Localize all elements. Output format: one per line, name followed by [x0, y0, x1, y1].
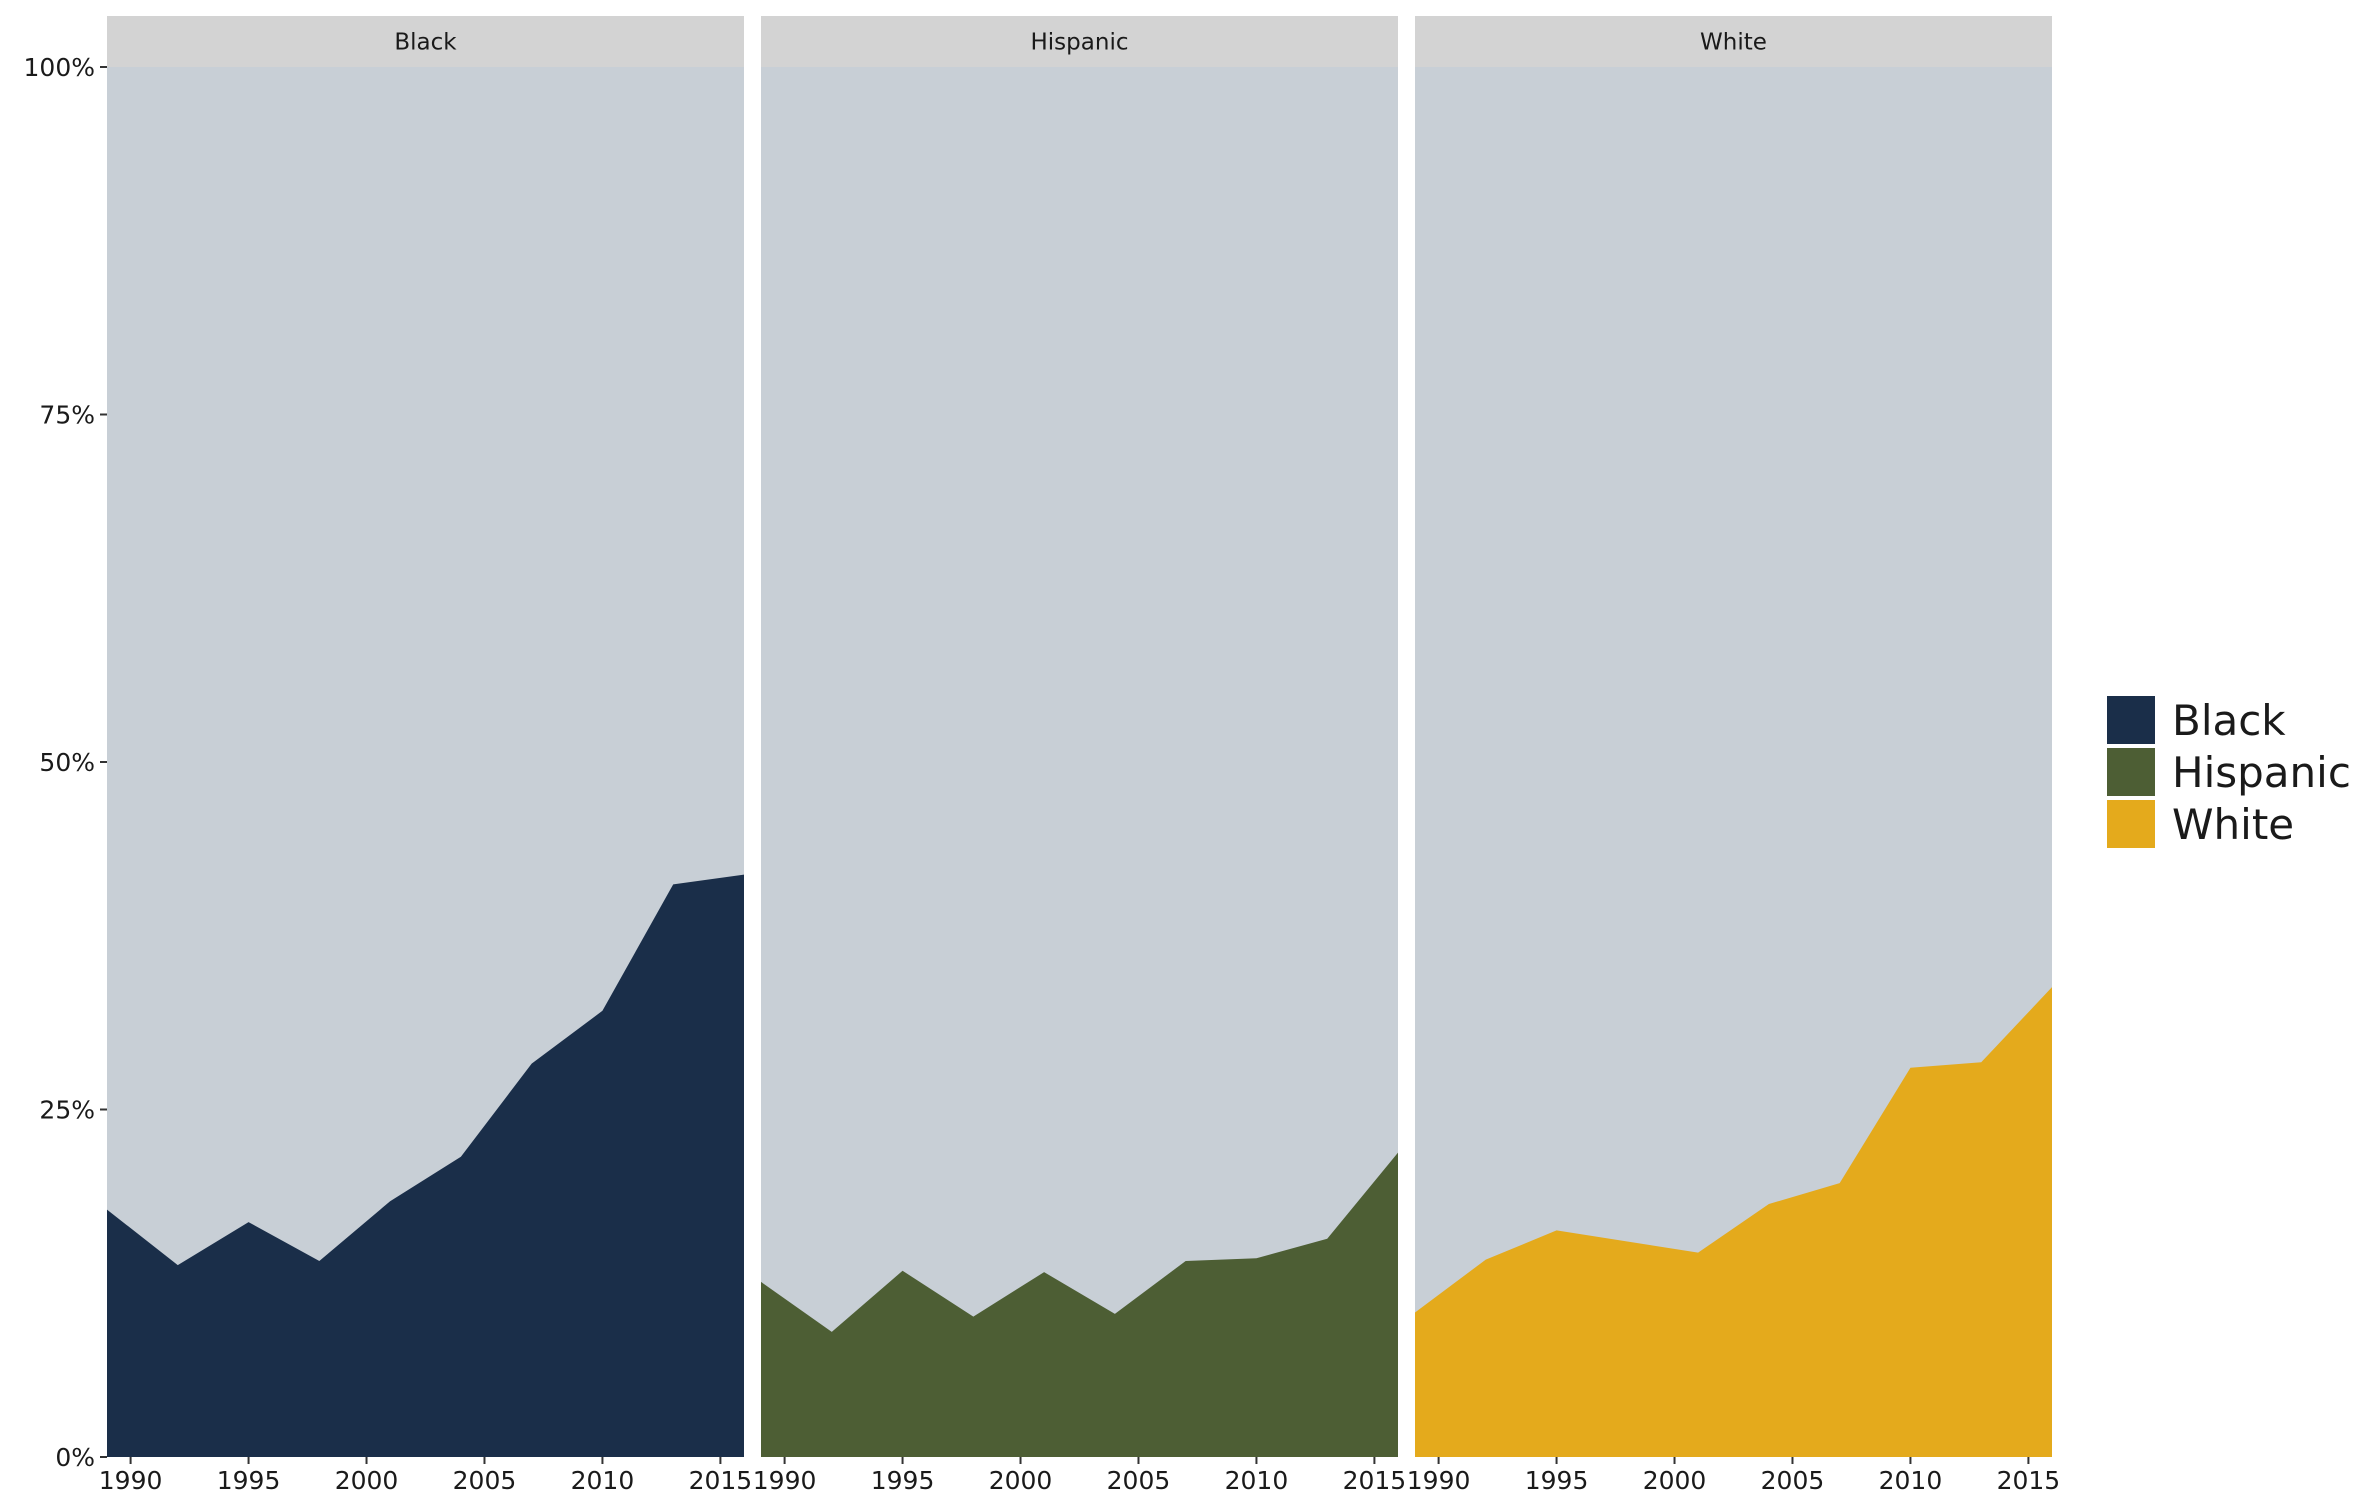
- x-tick-label: 2010: [1879, 1466, 1943, 1495]
- y-tick-label: 100%: [24, 53, 95, 82]
- legend-label: Black: [2172, 696, 2286, 745]
- facet-panel-hispanic: Hispanic 1990 1995 2000 2005 2010 2015: [753, 16, 1406, 1495]
- x-tick-label: 1995: [217, 1466, 281, 1495]
- facet-strip: [107, 16, 744, 67]
- legend-item-hispanic: Hispanic: [2105, 746, 2351, 798]
- x-tick-label: 1995: [871, 1466, 935, 1495]
- facet-panel-black: Black 1990 1995 2000 2005 2010 2015: [99, 16, 752, 1495]
- x-tick-label: 2005: [1761, 1466, 1825, 1495]
- facet-strip: [761, 16, 1398, 67]
- facet-strip-label: White: [1700, 30, 1767, 56]
- x-tick-label: 2015: [1343, 1466, 1407, 1495]
- area-series-black: [107, 874, 744, 1457]
- facet-panel-white: White 1990 1995 2000 2005 2010 2015: [1407, 16, 2060, 1495]
- y-tick-label: 50%: [39, 748, 95, 777]
- x-tick-label: 2005: [1107, 1466, 1171, 1495]
- area-series-hispanic: [761, 1152, 1398, 1457]
- x-tick-label: 2000: [335, 1466, 399, 1495]
- x-tick-label: 1990: [753, 1466, 817, 1495]
- facet-strip-label: Hispanic: [1031, 30, 1129, 56]
- x-tick-label: 1990: [99, 1466, 163, 1495]
- legend-item-white: White: [2105, 798, 2294, 850]
- y-axis: 0% 25% 50% 75% 100%: [24, 53, 107, 1472]
- legend-swatch: [2105, 694, 2157, 746]
- y-tick-label: 25%: [39, 1096, 95, 1125]
- legend-swatch: [2105, 798, 2157, 850]
- legend-label: Hispanic: [2172, 748, 2351, 797]
- legend-swatch: [2105, 746, 2157, 798]
- x-tick-label: 2015: [689, 1466, 753, 1495]
- legend-label: White: [2172, 800, 2294, 849]
- panel-background-area: [761, 67, 1398, 1457]
- y-tick-label: 75%: [39, 401, 95, 430]
- x-tick-label: 2000: [1643, 1466, 1707, 1495]
- x-tick-label: 2005: [453, 1466, 517, 1495]
- facet-panels: Black 1990 1995 2000 2005 2010 2015 Hispanic 199…: [99, 16, 2060, 1495]
- x-tick-label: 2010: [1225, 1466, 1289, 1495]
- x-tick-label: 1990: [1407, 1466, 1471, 1495]
- x-tick-label: 2000: [989, 1466, 1053, 1495]
- facet-strip: [1415, 16, 2052, 67]
- area-series-white: [1415, 987, 2052, 1457]
- x-tick-label: 2010: [571, 1466, 635, 1495]
- facet-strip-label: Black: [394, 30, 457, 56]
- x-tick-label: 1995: [1525, 1466, 1589, 1495]
- x-tick-label: 2015: [1997, 1466, 2061, 1495]
- y-tick-label: 0%: [55, 1443, 95, 1472]
- legend-item-black: Black: [2105, 694, 2286, 746]
